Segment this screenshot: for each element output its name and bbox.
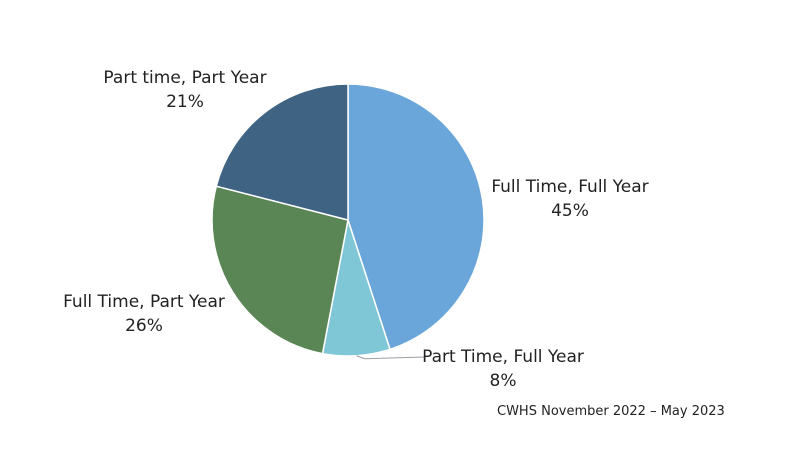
slice-label-value: 26% — [125, 316, 163, 336]
slice-label-name: Part time, Part Year — [103, 68, 266, 88]
slice-label-value: 21% — [166, 92, 204, 112]
slice-label-value: 8% — [490, 371, 517, 391]
pie-slice-full-time-full-year — [347, 83, 485, 351]
slice-label-name: Full Time, Full Year — [491, 177, 648, 197]
slice-label-name: Part Time, Full Year — [422, 347, 584, 367]
source-note: CWHS November 2022 – May 2023 — [497, 404, 725, 419]
slice-label-name: Full Time, Part Year — [63, 292, 225, 312]
slice-label-value: 45% — [551, 201, 589, 221]
pie-slices — [211, 83, 485, 357]
pie-slice-part-time-part-year — [215, 83, 349, 221]
leader-lines — [356, 355, 426, 360]
pie-slice-full-time-part-year — [211, 185, 349, 355]
slice-labels: Full Time, Full Year 45% Part Time, Full Y… — [63, 68, 649, 391]
leader-line-part-time-full-year — [356, 355, 426, 360]
